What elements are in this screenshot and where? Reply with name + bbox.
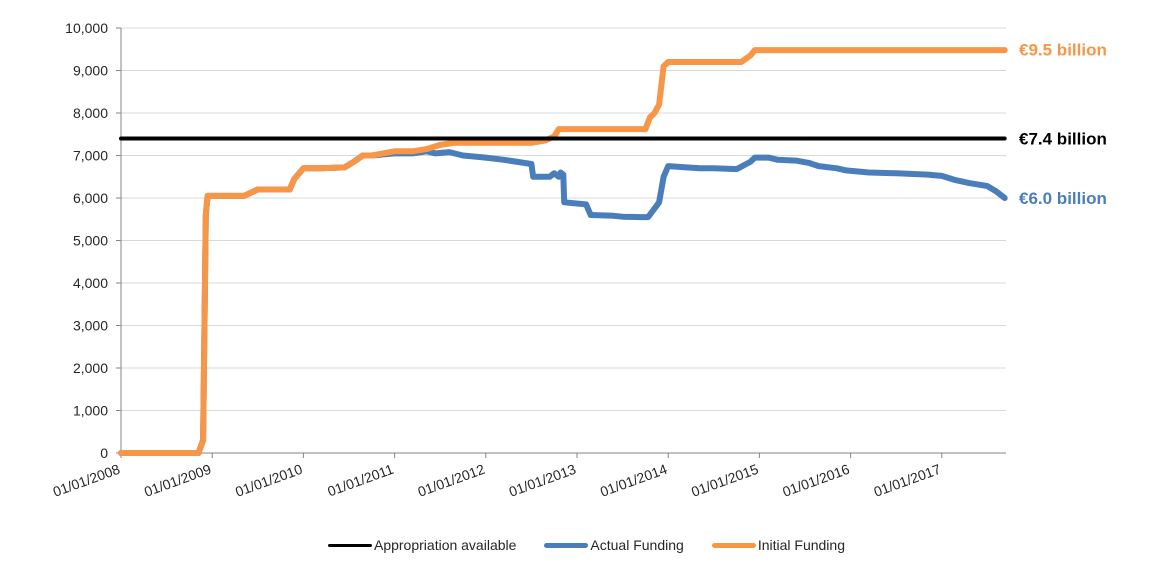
y-tick-label: 5,000 bbox=[73, 233, 108, 249]
annotation-appropriation-available: €7.4 billion bbox=[1019, 130, 1107, 149]
x-tick-label: 01/01/2010 bbox=[233, 461, 305, 500]
line-chart: 0 1,000 2,000 3,000 4,000 5,000 6,000 7,000 8,00… bbox=[51, 20, 1107, 500]
annotation-actual-funding: €6.0 billion bbox=[1019, 189, 1107, 208]
y-tick-label: 0 bbox=[100, 445, 108, 461]
legend-label-actual-funding: Actual Funding bbox=[590, 537, 684, 553]
x-tick-label: 01/01/2011 bbox=[325, 461, 396, 500]
legend-item-initial-funding: Initial Funding bbox=[711, 537, 845, 553]
end-annotations: €9.5 billion €7.4 billion €6.0 billion bbox=[1019, 40, 1107, 208]
legend-swatch-initial-funding bbox=[711, 542, 756, 548]
x-tick-label: 01/01/2012 bbox=[416, 461, 488, 500]
legend-swatch-appropriation bbox=[327, 543, 372, 547]
x-tick-label: 01/01/2014 bbox=[598, 461, 670, 500]
annotation-initial-funding: €9.5 billion bbox=[1019, 40, 1107, 59]
legend-swatch-actual-funding bbox=[544, 542, 589, 548]
y-tick-label: 7,000 bbox=[73, 148, 108, 164]
y-tick-label: 9,000 bbox=[73, 63, 108, 79]
series-line-actual-funding bbox=[118, 148, 1008, 456]
x-tick-label: 01/01/2009 bbox=[142, 461, 214, 500]
x-tick-label: 01/01/2015 bbox=[689, 461, 761, 500]
y-tick-label: 6,000 bbox=[73, 190, 108, 206]
gridlines bbox=[121, 27, 1006, 411]
y-axis-ticks: 0 1,000 2,000 3,000 4,000 5,000 6,000 7,000 8,00… bbox=[65, 20, 121, 461]
y-tick-label: 4,000 bbox=[73, 275, 108, 291]
series-line-initial-funding bbox=[118, 47, 1008, 456]
y-tick-label: 8,000 bbox=[73, 105, 108, 121]
legend-item-appropriation: Appropriation available bbox=[327, 537, 517, 553]
x-axis-ticks: 01/01/2008 01/01/2009 01/01/2010 01/01/2011… bbox=[51, 453, 943, 500]
series-lines bbox=[118, 47, 1008, 456]
legend-item-actual-funding: Actual Funding bbox=[544, 537, 684, 553]
x-tick-label: 01/01/2016 bbox=[780, 461, 852, 500]
legend-label-appropriation: Appropriation available bbox=[373, 537, 517, 553]
legend: Appropriation available Actual Funding I… bbox=[0, 537, 1173, 553]
x-tick-label: 01/01/2017 bbox=[872, 461, 944, 500]
x-tick-label: 01/01/2008 bbox=[51, 461, 123, 500]
y-tick-label: 10,000 bbox=[65, 20, 108, 36]
legend-label-initial-funding: Initial Funding bbox=[757, 537, 845, 553]
y-tick-label: 2,000 bbox=[73, 360, 108, 376]
x-tick-label: 01/01/2013 bbox=[507, 461, 579, 500]
y-tick-label: 1,000 bbox=[73, 403, 108, 419]
y-tick-label: 3,000 bbox=[73, 318, 108, 334]
